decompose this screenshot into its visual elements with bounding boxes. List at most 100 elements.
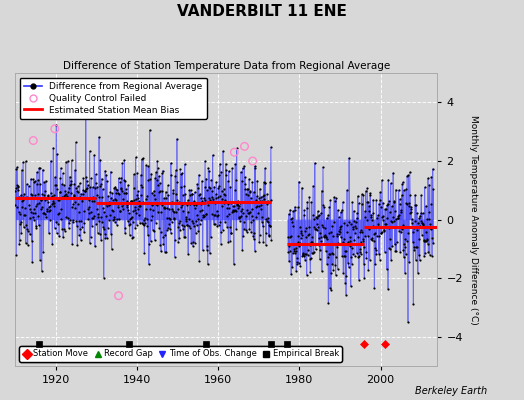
Point (70, 181, 79, 187)
Point (426, 221, 434, 228)
Point (134, 194, 142, 201)
Point (233, 202, 242, 209)
Point (335, 226, 344, 232)
Point (234, 214, 243, 221)
Point (116, 208, 124, 214)
Point (417, 220, 425, 226)
Point (310, 215, 319, 222)
Point (182, 214, 190, 220)
Point (15, 241, 24, 247)
Point (117, 174, 126, 181)
Point (61, 187, 69, 194)
Point (204, 201, 212, 208)
Point (33, 169, 41, 176)
Point (332, 195, 341, 202)
Point (253, 178, 261, 184)
Point (344, 260, 352, 266)
Point (308, 239, 316, 245)
Point (67, 190, 75, 196)
Point (420, 184, 429, 190)
Point (261, 165, 269, 172)
Point (108, 217, 117, 223)
Point (191, 240, 199, 246)
Point (378, 214, 386, 220)
Point (193, 181, 201, 188)
Point (28, 214, 37, 220)
Point (75, 232, 83, 238)
Point (263, 218, 271, 224)
Point (107, 194, 115, 201)
Point (216, 160, 224, 167)
Point (210, 220, 219, 227)
Point (223, 224, 231, 230)
Point (82, 174, 91, 180)
Point (291, 204, 299, 210)
Point (322, 215, 331, 221)
Point (62, 158, 70, 165)
Point (35, 200, 43, 206)
Point (253, 202, 261, 209)
Point (384, 286, 392, 292)
Point (300, 212, 308, 219)
Point (110, 184, 118, 191)
Point (316, 247, 324, 253)
Point (148, 190, 156, 196)
Point (260, 191, 268, 198)
Point (152, 169, 160, 176)
Point (21, 158, 30, 164)
Point (26, 209, 35, 215)
Point (328, 249, 336, 256)
Point (19, 196, 28, 203)
Point (58, 226, 66, 232)
Point (420, 253, 429, 260)
Point (419, 221, 427, 228)
Point (181, 191, 190, 197)
Point (45, 208, 53, 214)
Point (66, 182, 74, 188)
Point (314, 224, 322, 230)
Point (86, 184, 94, 190)
Point (177, 203, 185, 210)
Point (174, 224, 182, 230)
Point (404, 172, 412, 178)
Point (331, 198, 339, 204)
Point (122, 189, 130, 196)
Point (115, 216, 123, 222)
Point (84, 204, 93, 210)
Point (366, 257, 374, 263)
Point (184, 223, 193, 230)
Point (106, 189, 114, 195)
Point (421, 238, 430, 244)
Point (250, 248, 259, 254)
Point (304, 247, 312, 253)
Point (206, 196, 214, 203)
Point (43, 196, 51, 202)
Point (100, 274, 108, 281)
Point (179, 191, 187, 198)
Point (152, 201, 160, 207)
Point (167, 218, 176, 225)
Point (190, 189, 199, 196)
Title: Difference of Station Temperature Data from Regional Average: Difference of Station Temperature Data f… (62, 61, 390, 71)
Point (243, 228, 251, 235)
Point (51, 126, 59, 132)
Point (334, 240, 342, 246)
Point (239, 219, 248, 225)
Point (208, 194, 216, 201)
Point (202, 211, 211, 217)
Point (240, 163, 248, 170)
Point (226, 200, 235, 206)
Point (43, 193, 52, 200)
Text: VANDERBILT 11 ENE: VANDERBILT 11 ENE (177, 4, 347, 19)
Point (285, 258, 293, 264)
Point (392, 247, 400, 254)
Point (157, 209, 166, 216)
Point (215, 193, 224, 199)
Point (17, 230, 26, 236)
Point (313, 227, 321, 234)
Point (67, 181, 75, 187)
Point (114, 190, 122, 196)
Point (158, 188, 166, 194)
Point (138, 220, 146, 226)
Point (14, 184, 22, 190)
